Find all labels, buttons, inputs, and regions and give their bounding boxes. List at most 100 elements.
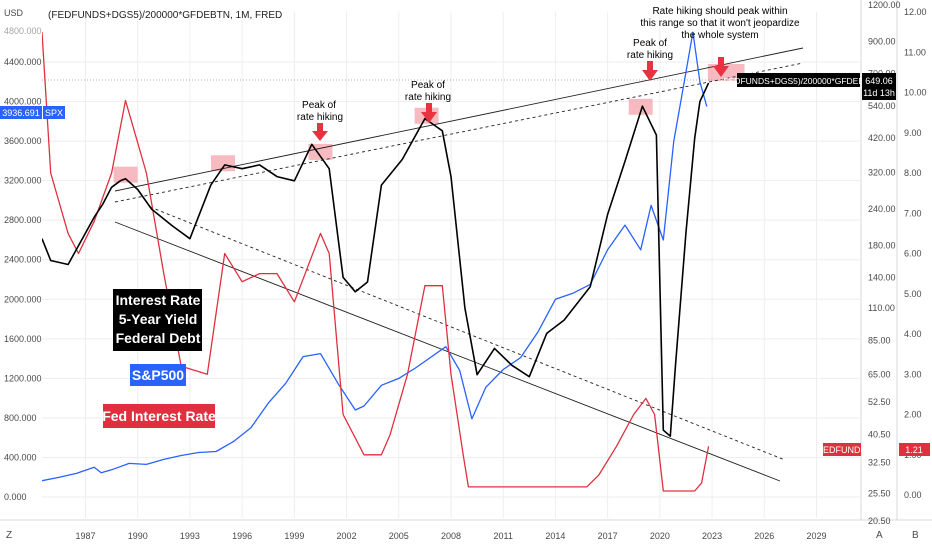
spx-value-tag — [0, 106, 42, 119]
fed-label-tag — [823, 443, 861, 456]
left-axis-tick: 2400.000 — [4, 255, 42, 265]
spx-label: SPX — [45, 108, 63, 118]
series-lines — [42, 31, 710, 492]
middle-axis-tick: 52.50 — [868, 397, 891, 407]
auto-scale-button[interactable]: A — [876, 530, 883, 541]
left-axis-tick: 3200.000 — [4, 176, 42, 186]
x-axis-tick: 2026 — [754, 531, 774, 541]
annotation-peak-1-line2: rate hiking — [297, 112, 343, 123]
left-axis-tick: 0.000 — [4, 492, 27, 502]
left-axis-tick: 1600.000 — [4, 334, 42, 344]
annotation-peak-3: Peak of rate hiking — [627, 38, 673, 81]
left-axis-tick: 400.000 — [4, 452, 37, 462]
legend-black-box-bg — [113, 289, 202, 351]
upper-channel-mid-line — [114, 62, 804, 203]
annotation-forecast-line3: the whole system — [681, 30, 758, 41]
right-scale-button[interactable]: B — [912, 530, 919, 541]
legend-interest-rate: Interest Rate — [116, 292, 201, 308]
fed-value: 1.21 — [905, 445, 923, 455]
left-axis-ticks: 4400.000 4000.000 3600.000 3200.000 2800.000… — [4, 57, 42, 502]
chart-title: (FEDFUNDS+DGS5)/200000*GFDEBTN, 1M, FRED — [48, 10, 282, 21]
middle-axis-tick: 40.50 — [868, 430, 891, 440]
middle-axis-tick: 85.00 — [868, 336, 891, 346]
debt-label-tag — [737, 73, 860, 87]
annotation-peak-2-line1: Peak of — [411, 80, 445, 91]
right-axis-tick: 3.00 — [904, 369, 922, 379]
middle-axis-tick: 540.00 — [868, 101, 896, 111]
debt-countdown: 11d 13h — [863, 88, 895, 98]
right-axis-tick: 11.00 — [904, 47, 926, 57]
debt-price-tag: (FEDFUNDS+DGS5)/200000*GFDEBTN 649.06 11… — [721, 73, 896, 100]
legend-federal-debt: Federal Debt — [116, 330, 201, 346]
annotation-peak-3-line1: Peak of — [633, 38, 667, 49]
left-axis-tick: 4400.000 — [4, 57, 42, 67]
debt-ratio-line — [42, 82, 710, 438]
fed-value-tag — [899, 443, 930, 456]
middle-axis-tick: 900.00 — [868, 36, 896, 46]
legend-blue-box: S&P500 — [130, 364, 186, 386]
legend-sp500: S&P500 — [132, 367, 184, 383]
left-axis-tick: 4000.000 — [4, 97, 42, 107]
right-axis-tick: 8.00 — [904, 168, 922, 178]
right-axis-tick: 12.00 — [904, 7, 927, 17]
x-axis-tick: 2020 — [650, 531, 670, 541]
sp500-line — [42, 31, 708, 482]
left-axis-tick: 1200.000 — [4, 373, 42, 383]
x-axis-tick: 2017 — [598, 531, 618, 541]
middle-axis-tick: 140.00 — [868, 272, 896, 282]
left-axis-unit: USD — [4, 8, 24, 18]
middle-axis-tick: 1200.00 — [868, 0, 901, 10]
right-axis-tick: 2.00 — [904, 410, 922, 420]
left-axis-tick: 800.000 — [4, 413, 37, 423]
right-axis-tick: 0.00 — [904, 490, 922, 500]
peak-highlight-zone — [628, 98, 653, 115]
right-axis-tick: 6.00 — [904, 249, 922, 259]
left-axis-tick: 3600.000 — [4, 136, 42, 146]
fed-price-tag: FEDFUNDS 1.21 — [818, 443, 930, 456]
legend-black-box: Interest Rate 5-Year Yield Federal Debt — [113, 289, 202, 351]
x-axis-tick: 2029 — [806, 531, 826, 541]
fed-label: FEDFUNDS — [818, 445, 867, 455]
middle-axis-tick: 32.50 — [868, 458, 891, 468]
fed-rate-line — [42, 32, 710, 492]
annotation-peak-2-line2: rate hiking — [405, 92, 451, 103]
middle-axis-tick: 240.00 — [868, 204, 896, 214]
legend-five-year-yield: 5-Year Yield — [119, 311, 198, 327]
right-axis-tick: 9.00 — [904, 128, 922, 138]
x-axis-ticks: 1987 1990 1993 1996 1999 2002 2005 2008 2011 2014… — [75, 531, 826, 541]
middle-axis-tick: 65.00 — [868, 370, 891, 380]
middle-axis-tick: 25.50 — [868, 488, 891, 498]
annotation-forecast-line2: this range so that it won't jeopardize — [640, 18, 800, 29]
x-axis-tick: 1993 — [180, 531, 200, 541]
middle-axis-tick: 180.00 — [868, 241, 896, 251]
spx-price-tag: 3936.691 SPX — [0, 106, 65, 119]
debt-value-tag — [862, 73, 896, 100]
x-axis-tick: 2023 — [702, 531, 722, 541]
spx-value: 3936.691 — [2, 108, 40, 118]
middle-axis-tick: 20.50 — [868, 516, 891, 526]
right-axis-tick: 10.00 — [904, 88, 927, 98]
bottom-left-control[interactable]: Z — [6, 530, 12, 541]
forecast-arrow-icon — [713, 57, 729, 77]
legend-blue-box-bg — [130, 364, 186, 386]
x-axis-tick: 1990 — [128, 531, 148, 541]
left-axis-tick: 2800.000 — [4, 215, 42, 225]
x-axis-tick: 1999 — [284, 531, 304, 541]
peak-1-arrow-icon — [312, 123, 328, 141]
legend-fed-interest-rate: Fed Interest Rate — [102, 408, 216, 424]
x-axis-tick: 2005 — [389, 531, 409, 541]
left-axis-tick: 2000.000 — [4, 294, 42, 304]
lower-channel-line — [114, 221, 781, 482]
right-axis-tick: 5.00 — [904, 289, 922, 299]
peak-3-arrow-icon — [642, 61, 658, 81]
middle-axis-tick: 420.00 — [868, 133, 896, 143]
spx-label-tag — [43, 106, 65, 119]
middle-axis-tick: 110.00 — [868, 303, 895, 313]
peak-2-arrow-icon — [421, 103, 437, 123]
x-axis-tick: 1996 — [232, 531, 252, 541]
middle-axis-tick: 320.00 — [868, 168, 896, 178]
legend-red-box-bg — [103, 404, 215, 428]
legend-red-box: Fed Interest Rate — [102, 404, 216, 428]
